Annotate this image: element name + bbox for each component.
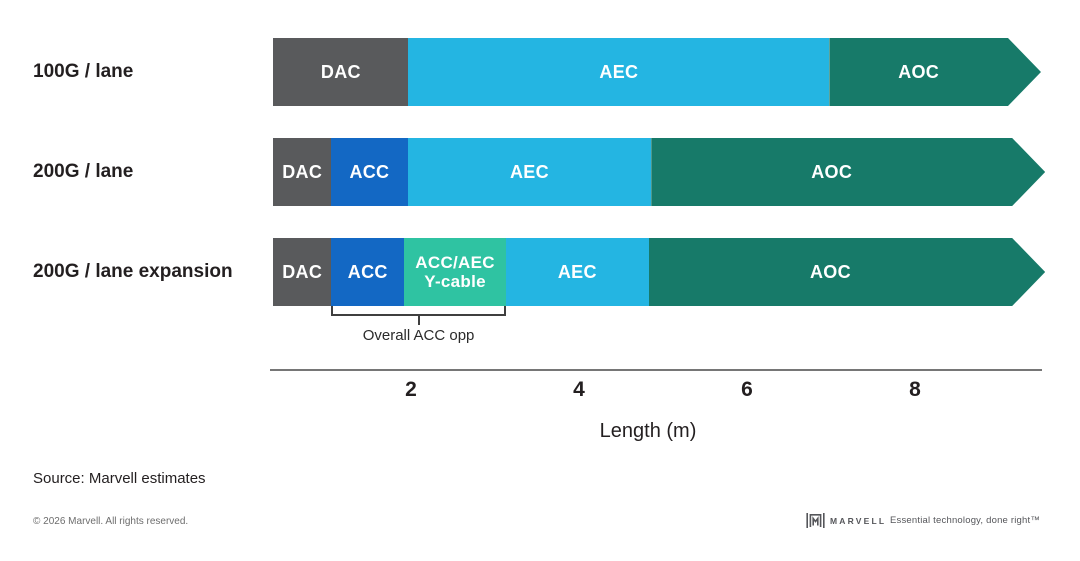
- segment-dac: DAC: [273, 138, 332, 206]
- annotation-bracket-stem: [417, 316, 420, 325]
- segment-aoc: AOC: [829, 38, 1041, 106]
- segment-acc: ACC: [331, 238, 405, 306]
- segment-aoc: AOC: [651, 138, 1045, 206]
- x-axis-tick: 2: [405, 378, 417, 401]
- source-text: Source: Marvell estimates: [33, 470, 206, 487]
- x-axis-tick: 6: [741, 378, 753, 401]
- marvell-logo: MARVELL: [806, 511, 886, 530]
- row-label: 100G / lane: [33, 61, 134, 82]
- annotation-label: Overall ACC opp: [362, 327, 475, 344]
- segment-aec: AEC: [408, 38, 830, 106]
- copyright-text: © 2026 Marvell. All rights reserved.: [33, 516, 189, 527]
- brand-tagline: Essential technology, done right™: [890, 515, 1041, 526]
- row-label: 200G / lane expansion: [33, 261, 233, 282]
- row-label: 200G / lane: [33, 161, 134, 182]
- x-axis-line: [270, 369, 1042, 371]
- segment-dac: DAC: [273, 238, 332, 306]
- segment-aoc: AOC: [649, 238, 1045, 306]
- x-axis-tick: 4: [573, 378, 585, 401]
- marvell-logo-icon: [806, 511, 825, 530]
- marvell-wordmark: MARVELL: [830, 515, 887, 526]
- x-axis-tick: 8: [909, 378, 921, 401]
- segment-aec: AEC: [505, 238, 649, 306]
- segment-dac: DAC: [273, 38, 409, 106]
- x-axis-title: Length (m): [599, 420, 697, 442]
- segment-aec: AEC: [407, 138, 652, 206]
- annotation-bracket: [331, 306, 506, 316]
- segment-acc: ACC: [331, 138, 408, 206]
- segment-acc-aec-y-cable: ACC/AEC Y-cable: [404, 238, 506, 306]
